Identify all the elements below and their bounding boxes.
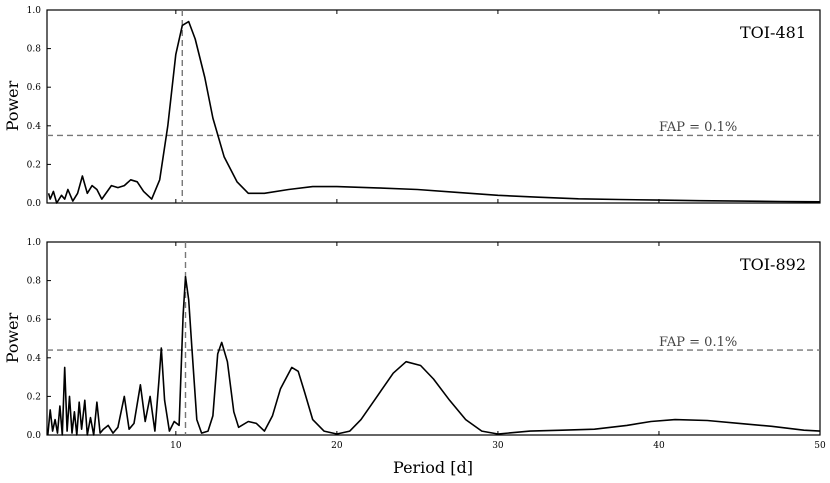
power-series-line-2	[47, 275, 821, 436]
y-tick-label: 0.4	[27, 122, 42, 132]
y-tick-label: 0.4	[27, 354, 42, 364]
y-tick-label: 0.8	[27, 45, 42, 55]
y-tick-label: 0.2	[27, 160, 41, 170]
y-tick-label: 0.8	[27, 277, 42, 287]
x-tick-label: 50	[814, 441, 826, 451]
panel-title-2: TOI-892	[740, 255, 806, 274]
y-tick-label: 0.2	[27, 392, 41, 402]
power-series-line-1	[47, 20, 821, 204]
x-tick-label: 20	[331, 441, 343, 451]
plot-frame-1	[46, 9, 821, 204]
y-tick-label: 1.0	[27, 238, 42, 248]
y-tick-label: 1.0	[27, 6, 42, 16]
y-tick-label: 0.0	[27, 199, 42, 209]
fap-label-1: FAP = 0.1%	[659, 120, 737, 135]
panel-toi-481: Power TOI-481 FAP = 0.1% 0.0 0.2 0.4 0.6 0.8…	[3, 6, 821, 209]
y-tick-label: 0.6	[27, 83, 42, 93]
panel-toi-892: Power TOI-892 FAP = 0.1% Period [d] 0.0 0…	[3, 238, 826, 477]
x-tick-label: 10	[170, 441, 182, 451]
y-axis-title-2: Power	[3, 312, 22, 363]
x-tick-label: 30	[492, 441, 504, 451]
y-tick-label: 0.0	[27, 431, 42, 441]
fap-label-2: FAP = 0.1%	[659, 335, 737, 350]
y-axis-title-1: Power	[3, 80, 22, 131]
y-tick-label: 0.6	[27, 315, 42, 325]
panel-title-1: TOI-481	[740, 23, 806, 42]
plot-frame-2	[46, 241, 821, 436]
x-axis-title: Period [d]	[393, 458, 473, 477]
x-tick-label: 40	[653, 441, 665, 451]
